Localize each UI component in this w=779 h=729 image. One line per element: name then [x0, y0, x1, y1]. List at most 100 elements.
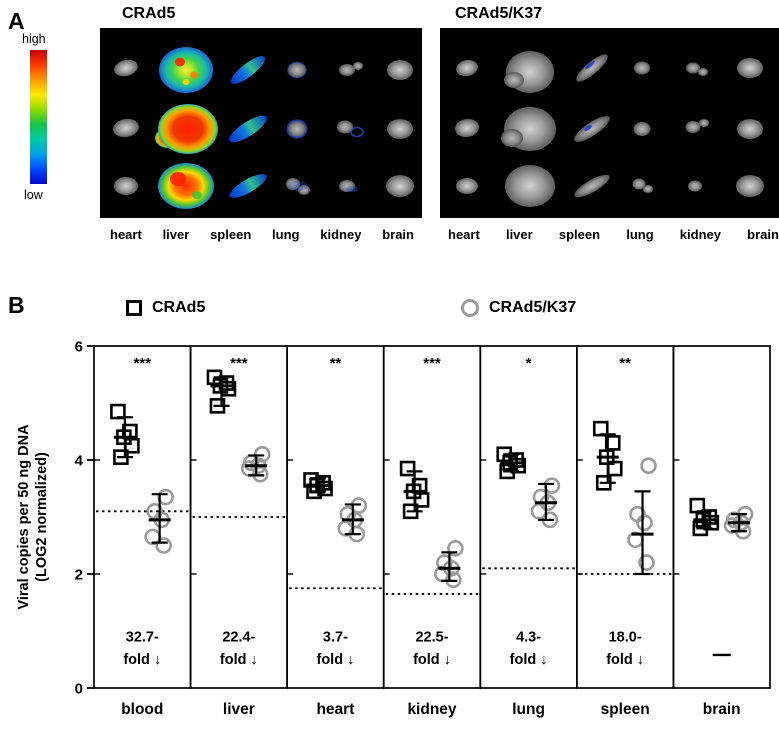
y-axis-tick-label: 4 — [75, 453, 84, 470]
fold-change-blood: 32.7- — [126, 629, 159, 645]
data-point-circle-liver — [251, 465, 269, 483]
y-axis-label-line1: Viral copies per 50 ng DNA — [15, 424, 32, 610]
data-point-circle-spleen — [636, 514, 653, 531]
organ-liver-row1-hotspot — [190, 71, 198, 79]
legend-item-crad5k37: CRAd5/K37 — [461, 299, 576, 317]
organ-lung-row1 — [634, 61, 650, 75]
fold-change-kidney: 22.5- — [415, 629, 448, 645]
organ-label-lung: lung — [626, 227, 654, 242]
organ-lung-row1-glow — [287, 61, 307, 79]
colorbar-gradient — [30, 50, 47, 184]
organ-liver-row2 — [158, 104, 218, 154]
organ-lung-row3-glow — [288, 181, 308, 191]
organ-kidney-row3 — [688, 180, 702, 192]
circle-marker-icon — [461, 299, 479, 317]
organ-label-spleen: spleen — [210, 227, 252, 242]
colorbar-low-label: low — [24, 188, 43, 202]
data-point-circle-kidney — [445, 571, 462, 588]
organ-brain-row2 — [387, 119, 413, 139]
organ-liver-row1-lobe — [504, 72, 524, 88]
significance-heart: ** — [330, 355, 342, 372]
data-point-square-spleen — [592, 420, 609, 437]
organ-label-brain: brain — [747, 227, 779, 242]
organ-labels-left: heart liver spleen lung kidney brain — [100, 227, 422, 242]
legend-label-crad5k37: CRAd5/K37 — [489, 299, 577, 316]
organ-kidney-row1 — [698, 68, 708, 76]
panel-a-label: A — [8, 8, 25, 34]
panel-crad5k37-title: CRAd5/K37 — [455, 5, 543, 22]
organ-kidney-row2-glow — [350, 126, 364, 138]
organ-spleen-row1-signal — [585, 60, 595, 70]
data-point-square-blood — [110, 403, 126, 420]
organ-label-lung: lung — [272, 227, 300, 242]
organ-heart-row1 — [456, 59, 478, 77]
significance-spleen: ** — [619, 355, 631, 372]
organ-lung-row3 — [298, 185, 310, 195]
organ-liver-row3 — [158, 163, 214, 209]
organ-spleen-row3 — [229, 174, 267, 198]
data-point-circle-kidney — [447, 540, 464, 557]
y-axis-label-line2: (LOG2 normalized) — [34, 452, 50, 582]
organ-lung-row2 — [288, 121, 306, 137]
organ-kidney-row2 — [699, 119, 709, 127]
x-axis-label-liver: liver — [223, 701, 255, 718]
colorbar-high-label: high — [22, 32, 46, 46]
y-axis-tick-label: 0 — [75, 681, 83, 698]
fold-change-liver: 22.4- — [222, 629, 255, 645]
panel-b-label: B — [8, 292, 25, 318]
data-point-circle-spleen — [640, 457, 657, 474]
organ-heart-row2 — [455, 118, 479, 138]
organ-label-kidney: kidney — [320, 227, 362, 242]
fold-change-suffix-liver: fold ↓ — [220, 652, 258, 668]
organ-liver-row1-hotspot — [182, 79, 190, 85]
y-axis-tick-label: 2 — [75, 567, 83, 584]
fold-change-lung: 4.3- — [516, 629, 541, 645]
legend-item-crad5: CRAd5 — [126, 299, 205, 317]
x-axis-label-lung: lung — [512, 701, 545, 718]
data-point-circle-blood — [155, 537, 172, 554]
organ-lung-row2-glow — [286, 119, 308, 139]
organ-kidney-row1 — [686, 62, 700, 74]
fold-change-heart: 3.7- — [323, 629, 348, 645]
organ-label-heart: heart — [448, 227, 480, 242]
organ-heart-row2 — [113, 118, 139, 138]
organ-lung-row1 — [288, 62, 306, 78]
organ-brain-row3 — [386, 175, 414, 197]
organ-brain-row2 — [737, 119, 763, 139]
organ-spleen-row2 — [574, 116, 610, 142]
organ-brain-row1 — [387, 60, 413, 80]
organ-liver-row2-lobe — [501, 129, 523, 147]
organ-kidney-row2 — [685, 121, 701, 133]
organ-liver-row3-patch — [192, 191, 202, 199]
organ-panel-crad5 — [100, 28, 422, 218]
significance-lung: * — [526, 355, 532, 372]
fold-change-suffix-spleen: fold ↓ — [606, 652, 644, 668]
panel-crad5-title: CRAd5 — [122, 5, 176, 22]
organ-labels-right: heart liver spleen lung kidney brain — [440, 227, 779, 242]
organ-heart-row3 — [456, 178, 478, 194]
x-axis-label-heart: heart — [316, 701, 354, 718]
fold-change-suffix-blood: fold ↓ — [123, 652, 161, 668]
significance-blood: *** — [134, 355, 152, 372]
organ-spleen-row3 — [574, 174, 610, 198]
fold-change-suffix-heart: fold ↓ — [316, 652, 354, 668]
organ-liver-row1-hotspot — [175, 57, 185, 67]
x-axis-label-blood: blood — [121, 701, 163, 718]
organ-label-kidney: kidney — [679, 227, 721, 242]
organ-label-heart: heart — [110, 227, 142, 242]
data-point-square-kidney — [399, 460, 416, 477]
organ-heart-row3 — [114, 177, 138, 195]
organ-liver-row1 — [159, 47, 213, 93]
y-axis-tick-label: 6 — [75, 339, 83, 356]
organ-brain-row3 — [736, 175, 764, 197]
organ-spleen-row2-signal — [584, 124, 592, 132]
significance-kidney: *** — [423, 355, 441, 372]
fold-change-suffix-lung: fold ↓ — [510, 652, 548, 668]
x-axis-label-kidney: kidney — [407, 701, 456, 718]
organ-spleen-row1 — [230, 56, 266, 84]
organ-label-liver: liver — [505, 227, 533, 242]
organ-spleen-row2 — [229, 115, 267, 143]
organ-lung-row2 — [633, 122, 651, 136]
organ-kidney-row2 — [337, 120, 353, 134]
